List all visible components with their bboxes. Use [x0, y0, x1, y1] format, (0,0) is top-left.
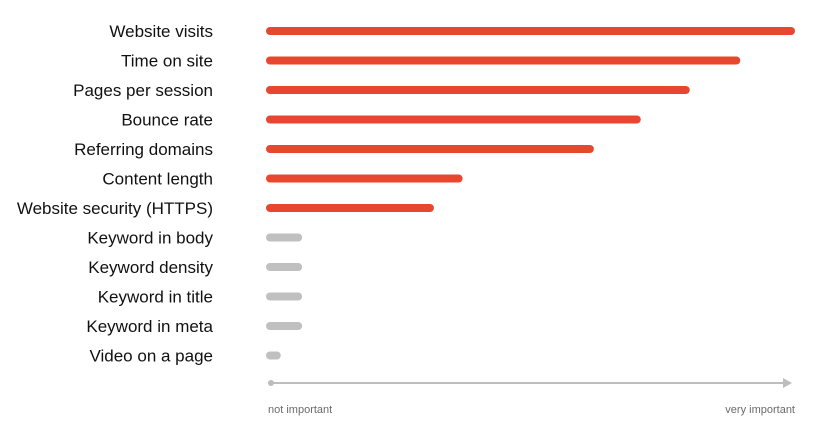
category-label: Keyword in meta — [86, 317, 213, 336]
category-labels: Website visits Time on site Pages per sess… — [17, 22, 214, 366]
category-label: Keyword density — [88, 258, 213, 277]
bars — [266, 27, 795, 360]
category-label: Pages per session — [73, 81, 213, 100]
category-label: Keyword in title — [98, 288, 213, 307]
category-label: Keyword in body — [87, 229, 213, 248]
category-label: Referring domains — [74, 140, 213, 159]
category-label: Website security (HTTPS) — [17, 199, 213, 218]
x-axis-start-dot — [268, 380, 274, 386]
category-label: Bounce rate — [121, 111, 213, 130]
x-axis-min-label: not important — [268, 404, 332, 416]
category-label: Website visits — [109, 22, 213, 41]
x-axis-arrowhead — [783, 378, 792, 388]
x-axis: not important very important — [268, 378, 795, 416]
category-label: Content length — [102, 170, 213, 189]
category-label: Time on site — [121, 52, 213, 71]
x-axis-max-label: very important — [725, 404, 795, 416]
category-label: Video on a page — [89, 347, 213, 366]
